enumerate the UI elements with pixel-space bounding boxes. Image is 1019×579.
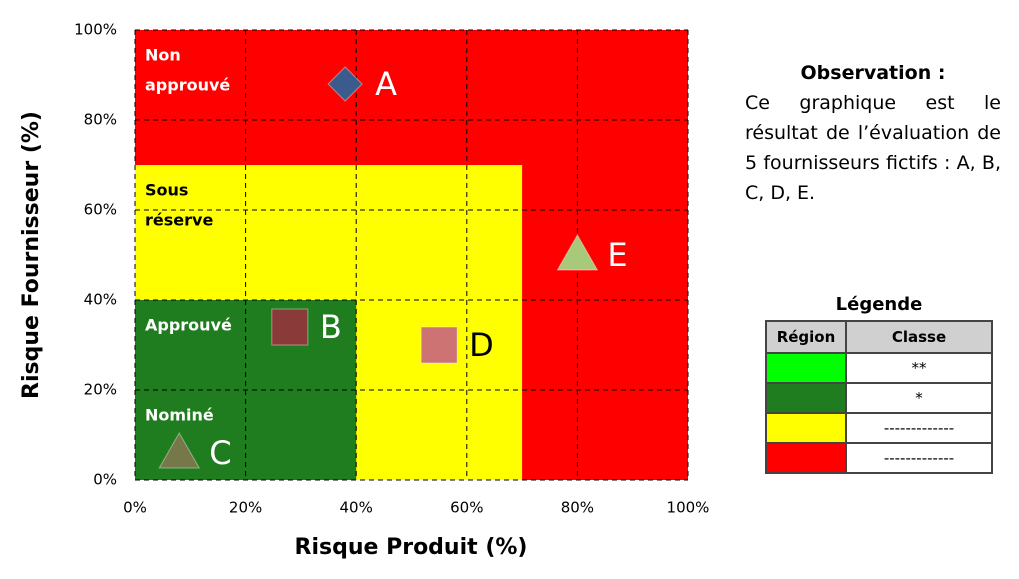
point-label: A bbox=[375, 65, 397, 103]
classe: * bbox=[845, 382, 993, 414]
legend-title: Légende bbox=[835, 294, 923, 315]
legend-table: Légende Région Classe ** * ------------- ---… bbox=[765, 294, 993, 474]
header: Classe bbox=[845, 320, 993, 354]
y-tick-label: 0% bbox=[93, 471, 117, 489]
region-label: approuvé bbox=[145, 76, 230, 95]
classe: ------------- bbox=[845, 412, 993, 444]
region-swatch bbox=[765, 442, 847, 474]
y-tick-label: 60% bbox=[84, 201, 117, 219]
y-tick-label: 100% bbox=[74, 21, 117, 39]
point bbox=[420, 326, 458, 364]
legend-row: * bbox=[765, 382, 993, 414]
chart: Risque Produit (%) Risque Fournisseur (%… bbox=[19, 21, 710, 561]
point bbox=[158, 431, 201, 469]
point bbox=[556, 233, 599, 271]
x-tick-label: 100% bbox=[667, 499, 710, 517]
point bbox=[327, 66, 363, 102]
region-label: Sous bbox=[145, 181, 188, 200]
observation-title: Observation : bbox=[800, 62, 946, 84]
x-tick-label: 60% bbox=[450, 499, 483, 517]
region-swatch bbox=[765, 382, 847, 414]
x-tick-label: 40% bbox=[340, 499, 373, 517]
legend-row: ------------- bbox=[765, 442, 993, 474]
y-tick-label: 20% bbox=[84, 381, 117, 399]
table: Région Classe ** * ------------- -----------… bbox=[765, 320, 993, 474]
region-label: Non bbox=[145, 46, 181, 65]
region-label: réserve bbox=[145, 211, 213, 230]
x-axis-label: Risque Produit (%) bbox=[295, 535, 528, 560]
classe: ** bbox=[845, 352, 993, 384]
region-label: Nominé bbox=[145, 406, 214, 425]
observation: Observation : Ce graphique est le résult… bbox=[745, 58, 1001, 208]
classe: ------------- bbox=[845, 442, 993, 474]
legend-row: ------------- bbox=[765, 412, 993, 444]
region-swatch bbox=[765, 412, 847, 444]
point bbox=[271, 308, 309, 346]
region-swatch bbox=[765, 352, 847, 384]
region-label: Approuvé bbox=[145, 316, 232, 335]
y-tick-label: 80% bbox=[84, 111, 117, 129]
point-label: E bbox=[607, 236, 627, 274]
x-tick-label: 80% bbox=[561, 499, 594, 517]
x-tick-label: 20% bbox=[229, 499, 262, 517]
y-axis-label: Risque Fournisseur (%) bbox=[19, 111, 44, 399]
header: Région bbox=[765, 320, 847, 354]
observation-text: Ce graphique est le résultat de l’évalua… bbox=[745, 92, 1001, 204]
x-tick-label: 0% bbox=[123, 499, 147, 517]
point-label: D bbox=[469, 326, 494, 364]
y-tick-label: 40% bbox=[84, 291, 117, 309]
point-label: B bbox=[320, 308, 342, 346]
point-label: C bbox=[209, 434, 231, 472]
legend-row: ** bbox=[765, 352, 993, 384]
